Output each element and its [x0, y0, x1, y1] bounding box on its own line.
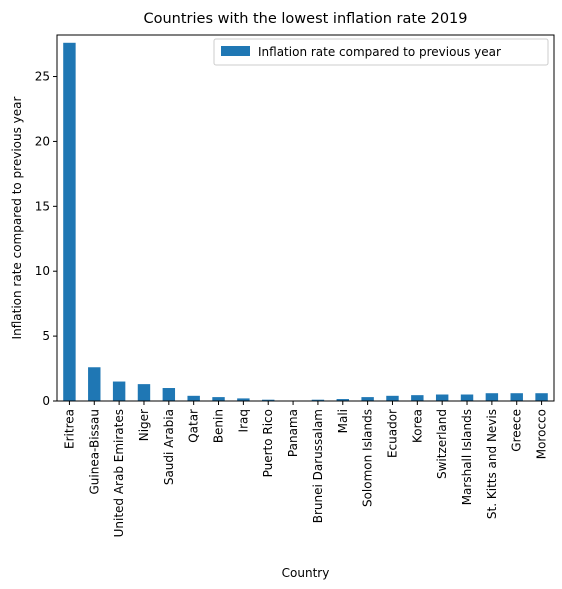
bar-marshall-islands [460, 394, 474, 401]
x-tick-label: Eritrea [62, 409, 76, 449]
x-tick-label: Morocco [535, 409, 549, 459]
y-tick-label: 25 [35, 70, 50, 84]
y-tick-label: 20 [35, 134, 50, 148]
bar-morocco [535, 393, 548, 401]
x-tick-label: Korea [410, 409, 424, 443]
x-tick-label: Mali [336, 409, 350, 433]
y-tick-label: 0 [42, 394, 50, 408]
x-tick-label: Marshall Islands [460, 409, 474, 505]
x-tick-label: Niger [137, 409, 151, 441]
x-tick-label: Saudi Arabia [162, 409, 176, 485]
bar-ecuador [386, 395, 399, 401]
bar-greece [510, 393, 523, 401]
x-tick-label: Benin [212, 409, 226, 443]
x-axis-label: Country [282, 566, 330, 580]
x-tick-label: Qatar [187, 409, 201, 443]
bar-niger [137, 384, 151, 401]
y-axis-label: Inflation rate compared to previous year [10, 96, 24, 339]
x-axis-ticks: Eritrea Guinea-Bissau United Arab Emirates… [62, 401, 549, 537]
bar-switzerland [435, 394, 449, 401]
bar-brunei-darussalam [311, 399, 325, 401]
bars-group [63, 42, 548, 402]
x-tick-label: Puerto Rico [261, 409, 275, 477]
bar-saudi-arabia [162, 388, 176, 401]
axes-frame [56, 34, 555, 402]
bar-eritrea [63, 42, 76, 402]
x-tick-label: Brunei Darussalam [311, 409, 325, 523]
x-tick-label: United Arab Emirates [112, 409, 126, 537]
x-tick-label: Panama [286, 409, 300, 457]
y-tick-label: 5 [42, 329, 50, 343]
bar-guinea-bissau [88, 367, 101, 401]
x-tick-label: St. Kitts and Nevis [485, 409, 499, 519]
legend-label: Inflation rate compared to previous year [258, 45, 501, 59]
legend-swatch [221, 46, 250, 56]
y-axis-ticks: 0 5 10 15 20 25 [35, 70, 57, 408]
bar-iraq [237, 398, 250, 401]
y-tick-label: 10 [35, 264, 50, 278]
bar-united-arab-emirates [112, 381, 126, 401]
x-tick-label: Greece [510, 409, 524, 452]
bar-mali [336, 399, 349, 401]
bar-benin [212, 397, 225, 401]
bar-solomon-islands [361, 397, 374, 401]
x-tick-label: Guinea-Bissau [87, 409, 101, 495]
bar-korea [411, 395, 424, 401]
bar-puerto-rico [262, 399, 275, 401]
x-tick-label: Solomon Islands [361, 409, 375, 507]
x-tick-label: Ecuador [385, 409, 399, 458]
chart-title: Countries with the lowest inflation rate… [143, 11, 467, 27]
bar-st-kitts-and-nevis [485, 393, 499, 401]
legend: Inflation rate compared to previous year [213, 38, 549, 66]
x-tick-label: Switzerland [435, 409, 449, 479]
x-tick-label: Iraq [236, 409, 250, 432]
y-tick-label: 15 [35, 199, 50, 213]
bar-qatar [187, 395, 200, 401]
legend-box [213, 38, 549, 66]
